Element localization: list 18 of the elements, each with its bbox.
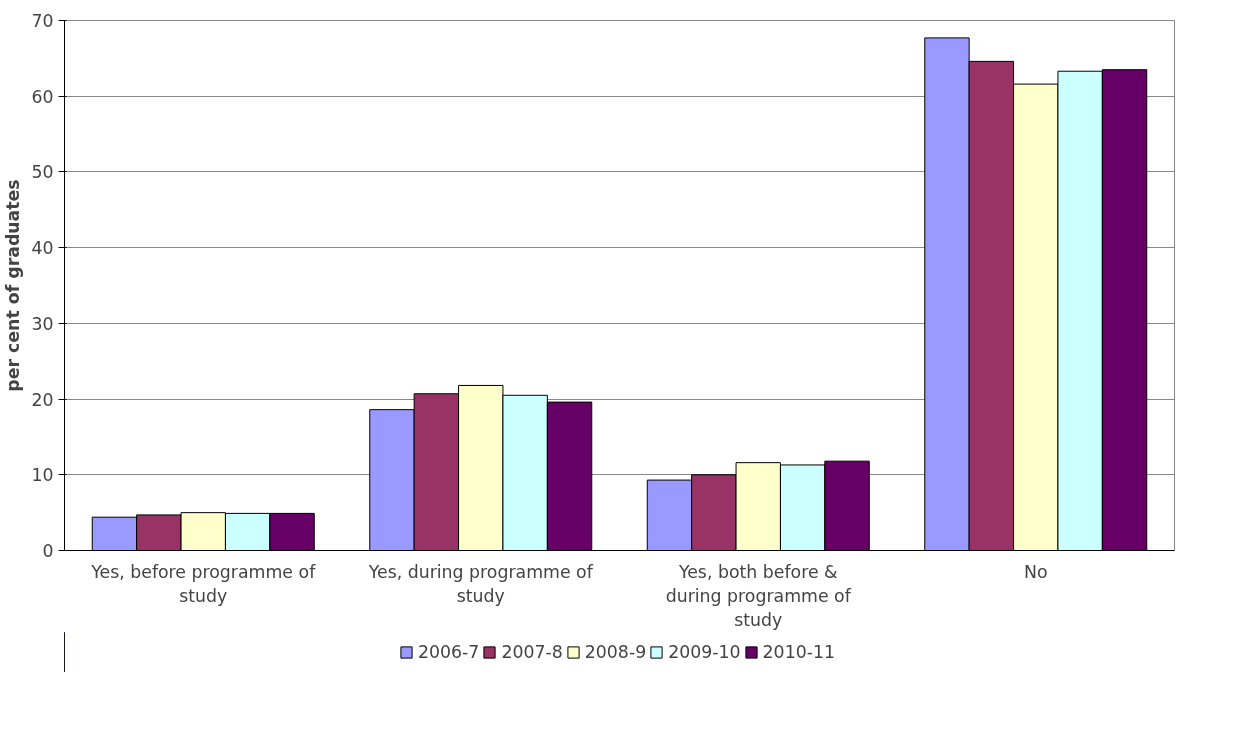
y-tick-label: 10 (31, 465, 54, 486)
x-tick-label: Yes, before programme of study (90, 561, 317, 606)
y-tick-label: 70 (31, 11, 54, 31)
legend-label: 2009-10 (668, 642, 741, 662)
y-tick-label: 30 (31, 313, 54, 334)
y-axis-title: per cent of graduates (3, 179, 24, 392)
y-tick-label: 0 (42, 541, 54, 561)
x-tick-label: No (1023, 561, 1048, 582)
y-tick-label: 40 (31, 238, 54, 259)
y-tick-label: 20 (31, 389, 54, 410)
y-tick-label: 60 (31, 86, 54, 107)
x-tick-label: Yes, during programme of study (367, 561, 594, 606)
legend-label: 2007-8 (501, 642, 563, 662)
x-tick-label: Yes, both before & during programme of study (665, 561, 852, 630)
legend-label: 2008-9 (584, 642, 647, 662)
legend-label: 2010-11 (762, 642, 835, 662)
legend-label: 2006-7 (418, 642, 480, 662)
y-tick-label: 50 (31, 162, 54, 183)
